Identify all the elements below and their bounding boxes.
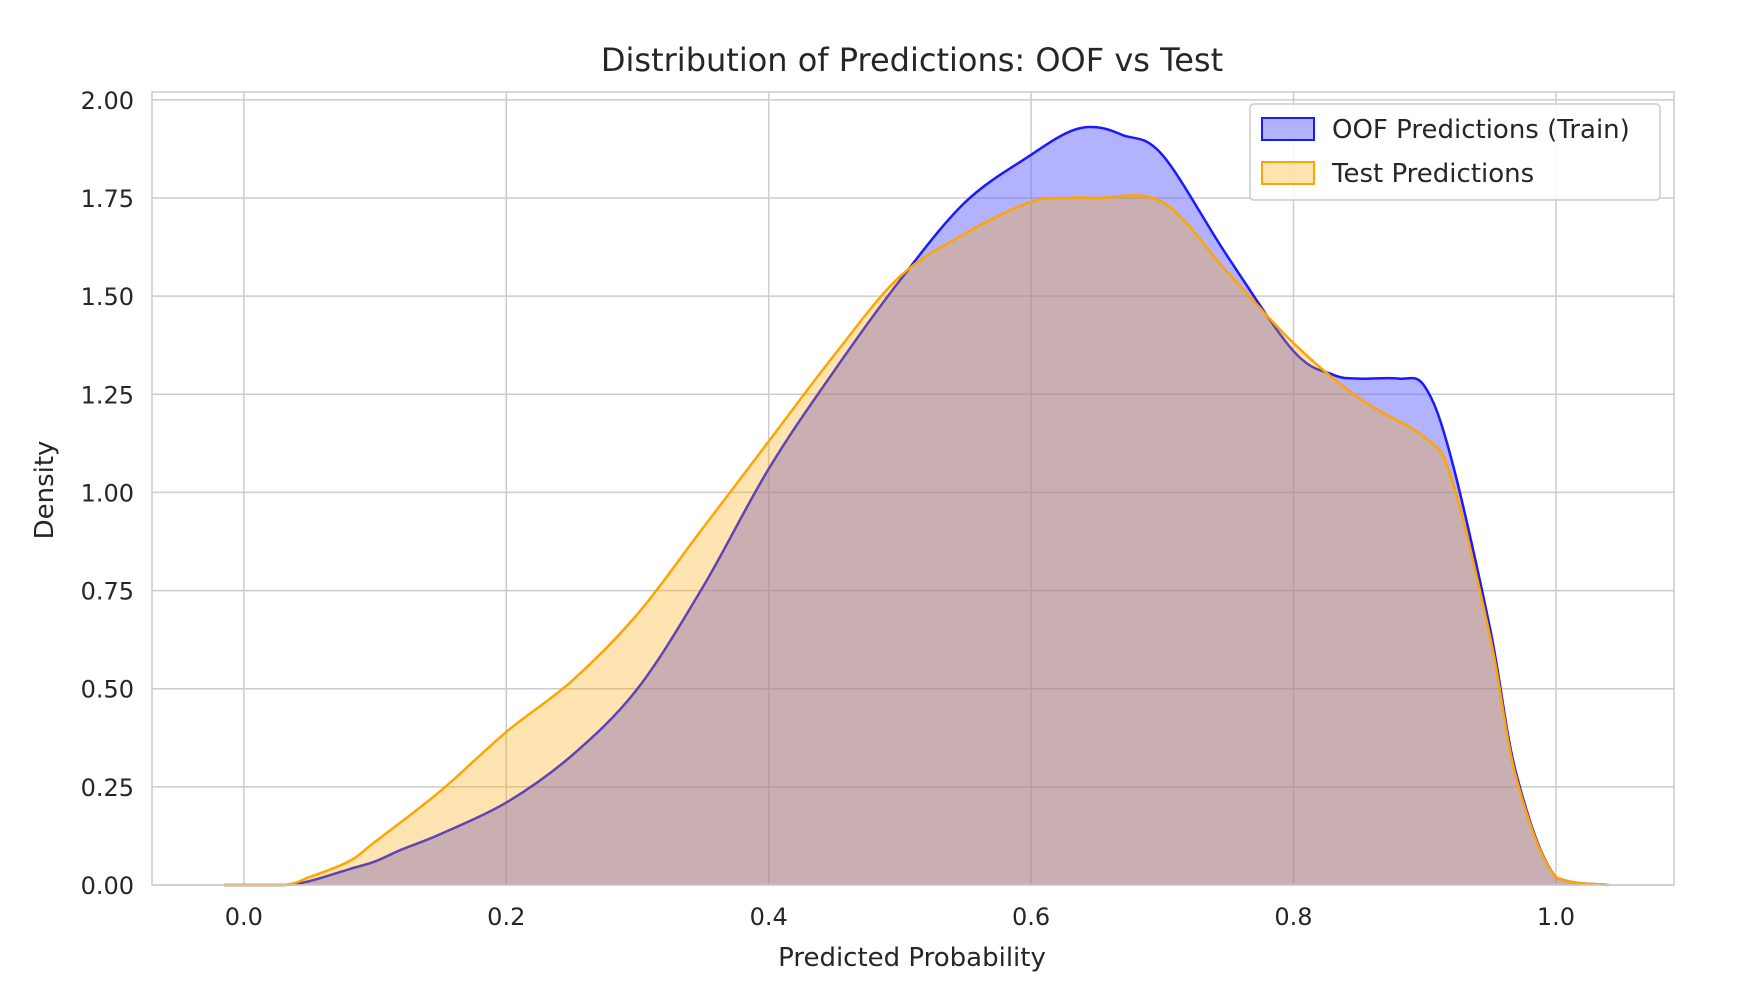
legend-swatch <box>1261 117 1315 141</box>
plot-frame <box>151 91 1675 886</box>
x-tick-label: 0.4 <box>750 903 788 931</box>
legend-label: OOF Predictions (Train) <box>1332 115 1630 145</box>
x-tick-label: 0.6 <box>1012 903 1050 931</box>
y-tick-label: 0.75 <box>81 578 134 606</box>
series-1-area <box>224 127 1609 885</box>
y-axis-label: Density <box>30 441 60 540</box>
x-tick-label: 1.0 <box>1537 903 1575 931</box>
x-tick-labels: 0.0 0.2 0.4 0.6 0.8 1.0 <box>225 903 1575 931</box>
y-tick-label: 1.00 <box>81 479 134 507</box>
legend-label: Test Predictions <box>1331 159 1534 189</box>
plot-areas <box>224 125 1609 887</box>
series-1-line <box>224 125 1609 887</box>
y-tick-label: 0.50 <box>81 676 134 704</box>
x-tick-label: 0.8 <box>1274 903 1312 931</box>
y-tick-label: 0.25 <box>81 774 134 802</box>
y-tick-label: 2.00 <box>81 87 134 115</box>
x-tick-label: 0.0 <box>225 903 263 931</box>
y-tick-label: 0.00 <box>81 872 134 900</box>
legend-swatch <box>1261 161 1315 185</box>
x-axis-label: Predicted Probability <box>778 943 1046 973</box>
legend-box <box>1249 103 1661 201</box>
y-tick-label: 1.75 <box>81 185 134 213</box>
y-tick-labels: 0.00 0.25 0.50 0.75 1.00 1.25 1.50 1.75 2.00 <box>81 87 134 900</box>
legend: OOF Predictions (Train) Test Predictions <box>1249 103 1661 201</box>
series-2-area <box>224 195 1609 886</box>
y-tick-label: 1.25 <box>81 381 134 409</box>
y-tick-label: 1.50 <box>81 283 134 311</box>
chart-title: Distribution of Predictions: OOF vs Test <box>601 41 1223 79</box>
series-2-line <box>224 194 1609 887</box>
x-tick-label: 0.2 <box>487 903 525 931</box>
